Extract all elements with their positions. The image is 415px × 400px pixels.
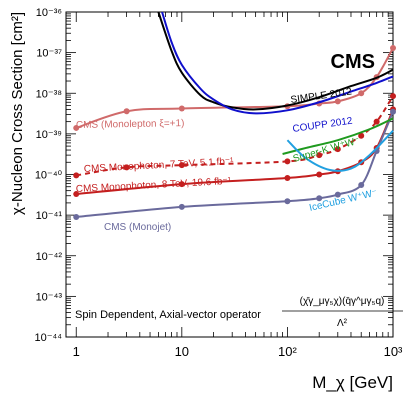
data-point <box>334 98 341 105</box>
x-tick-label: 10 <box>175 344 189 359</box>
data-point <box>178 203 185 210</box>
series-label-cms-monojet: CMS (Monojet) <box>104 222 171 233</box>
series-line-icecube-w-w <box>286 129 394 172</box>
data-point <box>390 93 396 100</box>
data-point <box>358 132 365 139</box>
data-point <box>178 162 185 169</box>
operator-text: Spin Dependent, Axial-vector operator <box>75 309 261 321</box>
series-layer <box>73 11 396 220</box>
series-label-cms-monophoton-7-tev-5-1-fb: CMS Monophoton, 7 TeV, 5.1 fb⁻¹ <box>84 156 235 175</box>
series-label-super-k-w-w: Super-K W⁺W⁻ <box>292 135 361 165</box>
data-point <box>73 213 80 220</box>
data-point <box>178 181 185 188</box>
x-tick-label: 10² <box>278 344 297 359</box>
experiment-label: CMS <box>331 51 375 73</box>
x-tick-label: 1 <box>73 344 80 359</box>
y-tick-label: 10⁻⁴⁴ <box>35 332 63 344</box>
x-tick-label: 10³ <box>384 344 403 359</box>
data-point <box>358 182 365 189</box>
series-line-coupp-2012 <box>161 11 394 115</box>
series-label-cms-monophoton-8-tev-19-6-fb: CMS Monophoton, 8 TeV, 19.6 fb⁻¹ <box>76 176 232 195</box>
y-tick-label: 10⁻⁴² <box>36 251 63 263</box>
y-tick-label: 10⁻³⁷ <box>36 48 62 60</box>
data-point <box>73 172 80 179</box>
y-tick-label: 10⁻⁴¹ <box>36 210 63 222</box>
data-point <box>390 44 396 51</box>
data-point <box>358 90 365 97</box>
data-point <box>390 108 396 115</box>
data-point <box>373 118 380 125</box>
data-point <box>284 158 291 165</box>
series-label-coupp-2012: COUPP 2012 <box>292 116 354 135</box>
data-point <box>73 124 80 131</box>
data-point <box>316 152 323 159</box>
data-point <box>73 191 80 198</box>
data-point <box>123 108 130 115</box>
y-axis-title: χ-Nucleon Cross Section [cm²] <box>9 12 26 215</box>
operator-denominator: Λ² <box>337 318 348 329</box>
x-tick-labels: 1 10 10² 10³ <box>73 344 403 359</box>
data-point <box>178 105 185 112</box>
y-tick-label: 10⁻³⁶ <box>36 7 62 19</box>
series-label-icecube-w-w: IceCube W⁺W⁻ <box>308 188 378 214</box>
data-point <box>334 191 341 198</box>
y-tick-label: 10⁻⁴⁰ <box>35 170 63 182</box>
data-point <box>316 195 323 202</box>
data-point <box>284 198 291 205</box>
series-label-cms-monolepton-1: CMS (Monolepton ξ=+1) <box>76 118 185 131</box>
y-tick-label: 10⁻⁴³ <box>36 291 63 303</box>
x-axis-title: M_χ [GeV] <box>312 373 393 392</box>
data-point <box>334 146 341 153</box>
y-tick-label: 10⁻³⁸ <box>36 88 62 100</box>
data-point <box>123 164 130 171</box>
series-line-simple-2012 <box>157 11 394 111</box>
data-point <box>316 171 323 178</box>
operator-numerator: (χ̄γ_μγ₅χ)(q̄γ^μγ₅q) <box>300 296 385 307</box>
y-tick-labels: 10⁻⁴⁴ 10⁻⁴³ 10⁻⁴² 10⁻⁴¹ 10⁻⁴⁰ 10⁻³⁹ 10⁻³⁸ 10⁻³⁷… <box>35 7 63 344</box>
data-point <box>284 175 291 182</box>
y-tick-label: 10⁻³⁹ <box>36 129 62 141</box>
